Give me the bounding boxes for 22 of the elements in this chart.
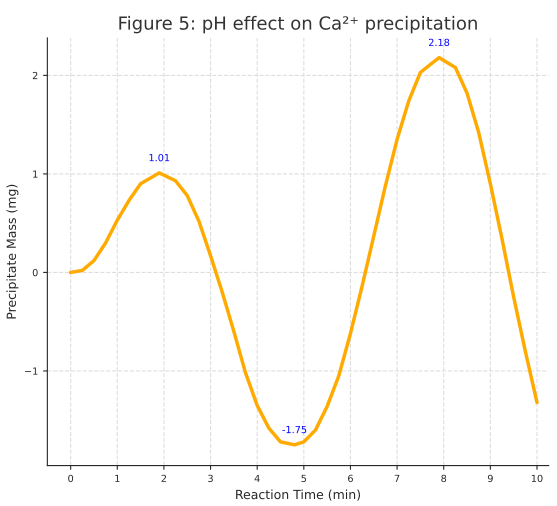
x-tick-label: 10 <box>532 474 543 482</box>
y-tick-label: 1 <box>33 170 38 178</box>
y-axis-title: Precipitate Mass (mg) <box>6 184 18 319</box>
y-tick-label: 2 <box>32 72 38 80</box>
annotation: -1.75 <box>282 426 306 434</box>
chart-title: Figure 5: pH effect on Ca²⁺ precipitation <box>119 16 477 34</box>
annotation: 2.18 <box>428 38 450 46</box>
annotation: 1.01 <box>150 154 170 162</box>
x-tick-label: 1 <box>115 474 120 482</box>
x-tick-label: 6 <box>348 474 353 482</box>
x-tick-label: 4 <box>254 474 260 482</box>
x-axis-title: Reaction Time (min) <box>236 490 360 501</box>
x-tick-label: 8 <box>441 474 446 482</box>
x-tick-label: 9 <box>488 474 493 482</box>
y-tick-label: −1 <box>25 368 38 375</box>
x-tick-label: 2 <box>162 474 166 482</box>
x-tick-label: 7 <box>394 474 400 482</box>
x-tick-label: 3 <box>208 474 213 482</box>
line-series <box>68 56 539 447</box>
y-tick-label: 0 <box>32 268 38 276</box>
x-tick-label: 0 <box>68 474 74 482</box>
x-tick-label: 5 <box>301 474 306 482</box>
